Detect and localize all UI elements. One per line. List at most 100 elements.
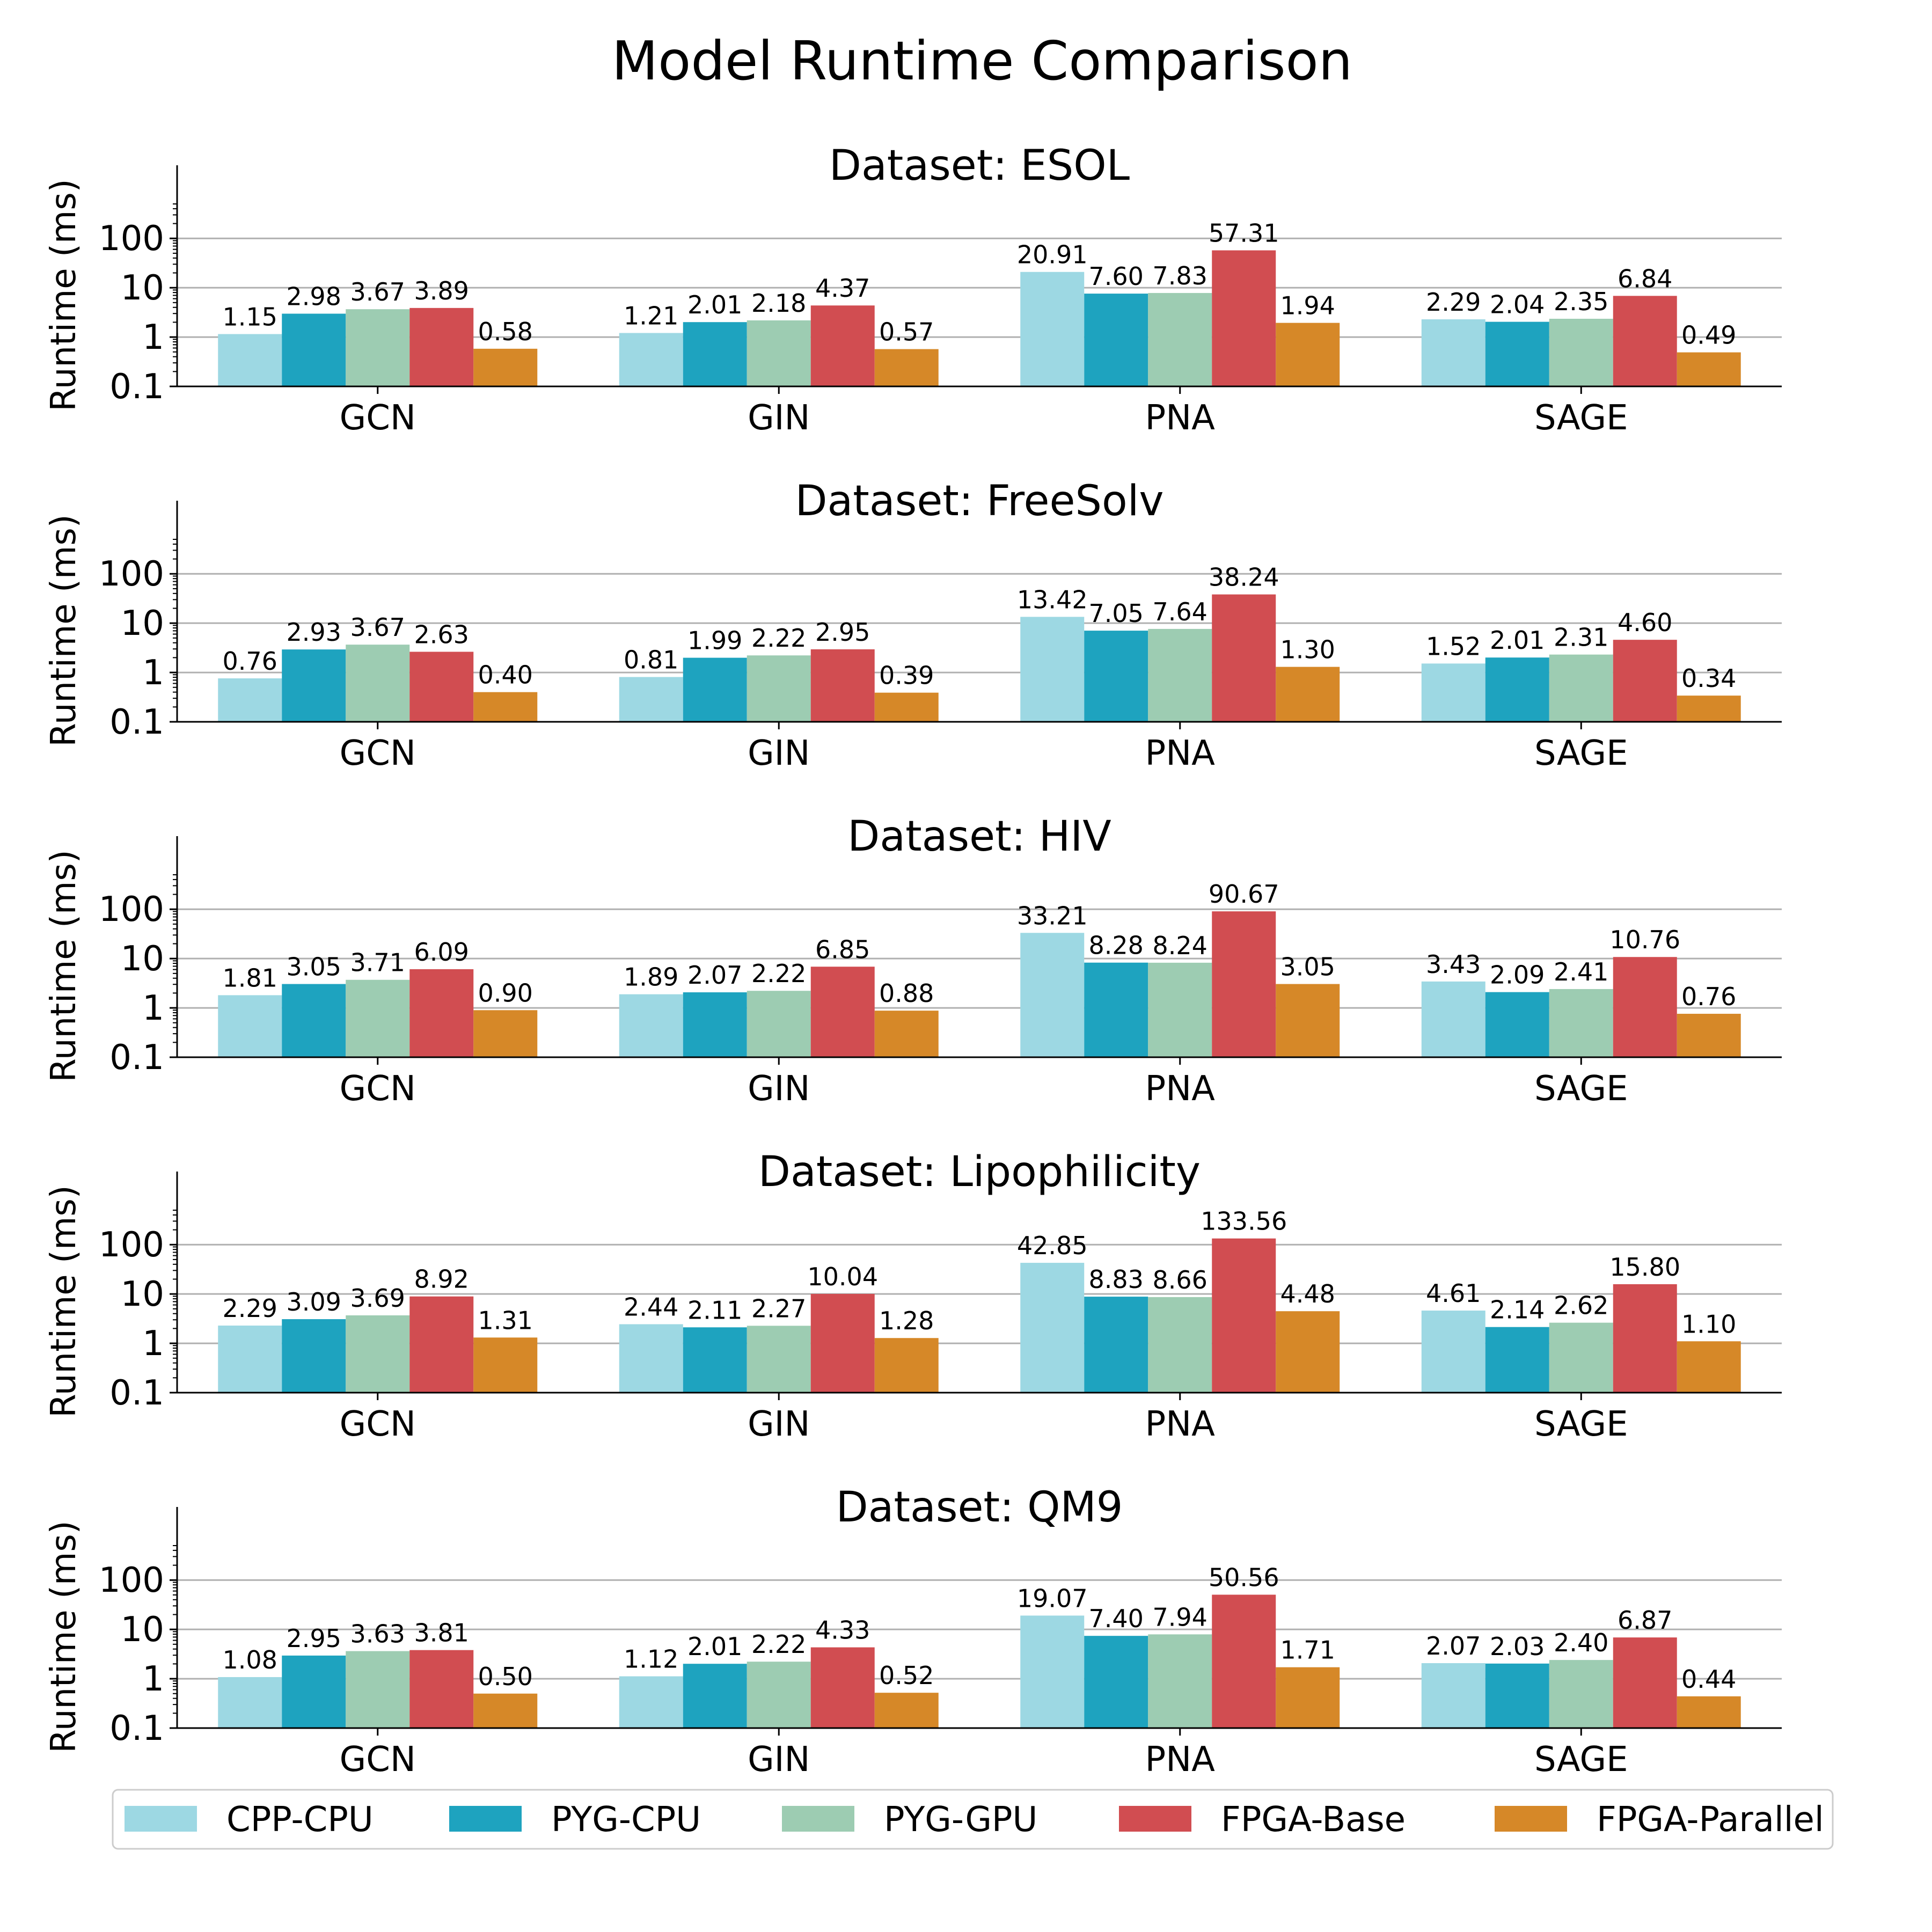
y-tick-label: 1 (142, 989, 164, 1028)
x-tick-label: GIN (748, 1404, 810, 1444)
bar-value-label: 0.58 (478, 317, 533, 346)
bar-value-label: 2.31 (1554, 623, 1608, 652)
bar-value-label: 8.92 (414, 1265, 469, 1294)
bar-value-label: 2.03 (1490, 1632, 1545, 1661)
bar-fpga-parallel-sage (1677, 1696, 1741, 1728)
y-tick-label: 1 (142, 653, 164, 693)
bar-value-label: 1.89 (624, 963, 678, 992)
bar-value-label: 0.39 (879, 661, 934, 690)
legend-label-cpp-cpu: CPP-CPU (226, 1800, 374, 1840)
bar-value-label: 8.24 (1153, 931, 1208, 960)
bar-value-label: 4.61 (1426, 1279, 1481, 1308)
bar-value-label: 2.29 (1426, 288, 1481, 317)
legend-swatch-cpp-cpu (125, 1806, 197, 1832)
bar-pyg-cpu-pna (1084, 1297, 1148, 1393)
bar-pyg-gpu-gcn (346, 309, 410, 386)
y-tick-label: 10 (121, 1275, 164, 1314)
bar-value-label: 0.88 (879, 979, 934, 1008)
y-axis-label: Runtime (ms) (44, 514, 84, 747)
panel-title: Dataset: HIV (847, 813, 1111, 861)
bar-value-label: 33.21 (1017, 901, 1088, 930)
y-tick-label: 100 (99, 890, 164, 930)
bar-value-label: 2.62 (1554, 1291, 1608, 1320)
y-tick-label: 100 (99, 219, 164, 259)
bar-fpga-base-gcn (409, 652, 474, 722)
bar-value-label: 7.05 (1089, 599, 1144, 628)
bar-value-label: 1.21 (624, 301, 678, 330)
bar-pyg-cpu-gcn (282, 984, 346, 1057)
bar-fpga-base-gcn (409, 308, 474, 386)
bar-pyg-gpu-gcn (346, 645, 410, 722)
bar-value-label: 3.43 (1426, 950, 1481, 979)
bar-value-label: 4.37 (815, 274, 870, 303)
bar-value-label: 2.22 (751, 1630, 806, 1659)
y-tick-label: 10 (121, 604, 164, 643)
bar-value-label: 133.56 (1201, 1207, 1287, 1236)
panel-title: Dataset: Lipophilicity (758, 1148, 1201, 1196)
bar-value-label: 7.83 (1153, 261, 1208, 290)
bar-cpp-cpu-gin (619, 1676, 683, 1728)
bar-fpga-base-sage (1613, 1284, 1677, 1393)
bar-value-label: 1.15 (223, 303, 277, 332)
bar-fpga-base-pna (1212, 1594, 1276, 1728)
bar-pyg-gpu-sage (1549, 318, 1613, 386)
bar-fpga-base-pna (1212, 1238, 1276, 1393)
bar-value-label: 1.08 (223, 1645, 277, 1674)
bar-value-label: 2.01 (687, 1632, 742, 1661)
bar-value-label: 10.76 (1609, 925, 1680, 954)
panel-title: Dataset: QM9 (836, 1483, 1123, 1532)
bar-fpga-parallel-pna (1276, 323, 1340, 386)
y-tick-label: 0.1 (109, 1038, 164, 1078)
x-tick-label: SAGE (1534, 1740, 1628, 1780)
bar-cpp-cpu-gin (619, 994, 683, 1057)
bar-fpga-parallel-gcn (473, 1693, 538, 1728)
bar-value-label: 0.76 (1681, 982, 1736, 1011)
bar-pyg-cpu-gcn (282, 313, 346, 386)
bar-value-label: 2.63 (414, 620, 469, 649)
bar-fpga-parallel-gcn (473, 348, 538, 386)
legend-label-pyg-gpu: PYG-GPU (884, 1800, 1037, 1840)
bar-value-label: 38.24 (1209, 563, 1279, 592)
x-tick-label: SAGE (1534, 1069, 1628, 1109)
chart-panel-esol: Dataset: ESOL 0.1 1 10 100 Runtime (ms) 1.15 2.… (44, 142, 1782, 438)
legend-swatch-pyg-cpu (449, 1806, 522, 1832)
bar-value-label: 57.31 (1209, 218, 1279, 247)
bar-fpga-parallel-pna (1276, 667, 1340, 722)
legend-swatch-fpga-parallel (1495, 1806, 1567, 1832)
bar-pyg-gpu-pna (1148, 962, 1212, 1057)
bar-value-label: 4.48 (1280, 1279, 1335, 1308)
bar-cpp-cpu-gcn (218, 334, 282, 386)
legend-label-fpga-base: FPGA-Base (1221, 1800, 1406, 1840)
bar-value-label: 8.66 (1153, 1265, 1208, 1294)
bar-fpga-parallel-gin (874, 349, 939, 386)
bar-value-label: 2.01 (1490, 626, 1545, 655)
bar-value-label: 2.18 (751, 289, 806, 318)
bar-value-label: 1.94 (1280, 291, 1335, 320)
bar-fpga-base-gin (810, 305, 875, 386)
bar-value-label: 4.60 (1618, 608, 1672, 637)
bar-cpp-cpu-sage (1421, 981, 1485, 1057)
bar-value-label: 20.91 (1017, 240, 1088, 269)
bar-fpga-base-sage (1613, 296, 1677, 386)
bar-value-label: 1.71 (1280, 1636, 1335, 1665)
bar-value-label: 2.22 (751, 959, 806, 988)
bar-cpp-cpu-sage (1421, 1663, 1485, 1728)
bar-pyg-cpu-gcn (282, 649, 346, 722)
bar-value-label: 2.40 (1554, 1628, 1608, 1657)
bar-value-label: 4.33 (815, 1616, 870, 1645)
bar-pyg-cpu-gcn (282, 1655, 346, 1728)
bar-fpga-parallel-sage (1677, 1341, 1741, 1393)
bar-cpp-cpu-gcn (218, 1677, 282, 1728)
x-tick-label: GCN (340, 734, 416, 773)
x-tick-label: SAGE (1534, 398, 1628, 438)
bar-value-label: 3.09 (287, 1287, 341, 1316)
y-tick-label: 1 (142, 1324, 164, 1364)
bar-value-label: 2.11 (687, 1296, 742, 1324)
bar-cpp-cpu-gin (619, 677, 683, 722)
bar-value-label: 3.69 (350, 1284, 405, 1313)
bar-value-label: 8.28 (1089, 931, 1144, 960)
bar-cpp-cpu-gin (619, 1324, 683, 1393)
bar-value-label: 2.93 (287, 618, 341, 647)
bar-value-label: 7.60 (1089, 262, 1144, 291)
